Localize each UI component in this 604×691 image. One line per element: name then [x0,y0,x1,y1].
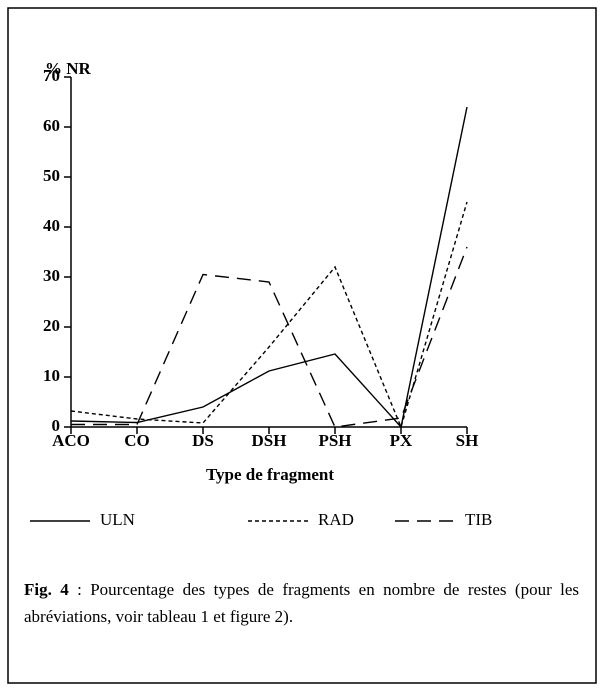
x-tick-label: DSH [252,431,287,450]
series-line [70,106,468,429]
y-tick-label: 70 [43,66,60,85]
caption-text: : Pourcentage des types de fragments en … [24,580,579,626]
series-line [71,246,468,428]
legend-label: TIB [465,510,492,529]
frame [7,7,597,684]
y-tick-label: 10 [43,366,60,385]
legend-label: ULN [100,510,135,529]
y-tick-label: 30 [43,266,60,285]
series-line [70,201,468,430]
y-tick-label: 40 [43,216,60,235]
x-tick-label: DS [192,431,214,450]
y-tick-label: 0 [52,416,61,435]
y-tick-label: 20 [43,316,60,335]
y-axis-title: % NR [45,59,92,78]
y-tick-label: 60 [43,116,60,135]
x-axis-title: Type de fragment [206,465,334,484]
caption: Fig. 4 : Pourcentage des types de fragme… [24,576,579,630]
legend-label: RAD [318,510,354,529]
x-tick-label: PX [390,431,413,450]
y-tick-label: 50 [43,166,60,185]
x-tick-label: SH [456,431,479,450]
x-tick-label: CO [124,431,150,450]
x-tick-label: ACO [52,431,90,450]
caption-label: Fig. 4 [24,580,69,599]
x-tick-label: PSH [318,431,351,450]
